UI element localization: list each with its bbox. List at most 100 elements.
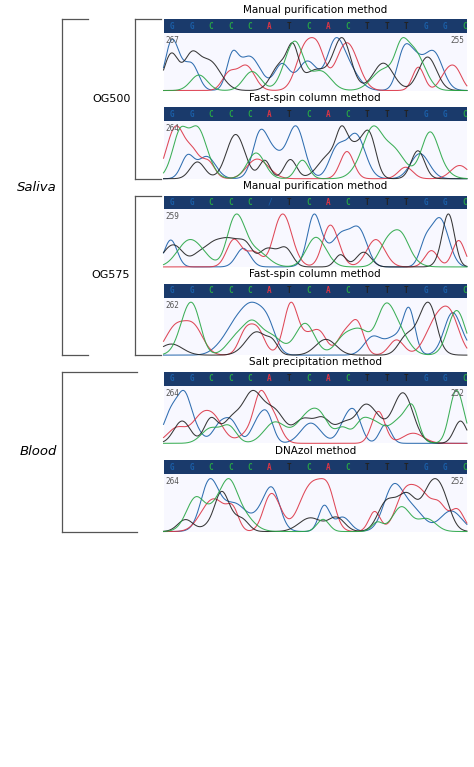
Bar [164,107,467,121]
Text: G: G [189,374,194,384]
Text: C: C [345,463,350,472]
Text: C: C [248,110,252,119]
Text: C: C [209,463,213,472]
Text: G: G [189,463,194,472]
Text: C: C [248,286,252,295]
Text: C: C [228,21,233,31]
Text: T: T [287,286,292,295]
Text: 264: 264 [166,124,180,133]
Text: C: C [306,198,311,207]
Text: G: G [170,374,174,384]
Text: A: A [326,286,330,295]
Text: C: C [248,463,252,472]
Text: C: C [209,110,213,119]
Text: G: G [423,21,428,31]
Text: G: G [423,463,428,472]
Text: Blood: Blood [19,446,57,458]
Text: G: G [170,463,174,472]
Text: G: G [443,21,447,31]
Text: G: G [189,286,194,295]
Text: G: G [443,198,447,207]
Text: C: C [248,198,252,207]
Bar [164,284,467,298]
Text: T: T [365,198,369,207]
Text: G: G [170,21,174,31]
Text: A: A [326,198,330,207]
Text: C: C [462,21,467,31]
Text: C: C [209,374,213,384]
Text: T: T [384,110,389,119]
Text: G: G [423,110,428,119]
Bar [164,474,467,532]
Text: A: A [326,21,330,31]
Text: Fast-spin column method: Fast-spin column method [249,93,381,103]
Text: C: C [306,463,311,472]
Text: G: G [189,198,194,207]
Text: C: C [209,21,213,31]
Text: C: C [209,198,213,207]
Text: T: T [404,110,408,119]
Text: G: G [423,374,428,384]
Text: T: T [404,21,408,31]
Text: C: C [462,198,467,207]
Text: C: C [248,374,252,384]
Text: C: C [228,110,233,119]
Text: G: G [423,286,428,295]
Bar [164,33,467,91]
Text: G: G [423,198,428,207]
Text: A: A [326,374,330,384]
Text: C: C [462,286,467,295]
Text: Salt precipitation method: Salt precipitation method [249,357,382,367]
Text: C: C [228,198,233,207]
Text: T: T [365,374,369,384]
Text: 264: 264 [166,389,180,398]
Bar [164,121,467,179]
Text: DNAzol method: DNAzol method [274,446,356,456]
Text: G: G [443,463,447,472]
Text: C: C [306,374,311,384]
Text: C: C [209,286,213,295]
Text: C: C [306,110,311,119]
Text: 252: 252 [451,389,465,398]
Text: T: T [384,286,389,295]
Text: T: T [365,286,369,295]
Text: T: T [365,21,369,31]
Text: C: C [345,374,350,384]
Text: T: T [384,374,389,384]
Text: Saliva: Saliva [17,181,57,193]
Text: C: C [345,198,350,207]
Text: 252: 252 [451,477,465,486]
Text: T: T [384,198,389,207]
Text: OG500: OG500 [92,94,130,104]
Text: A: A [267,463,272,472]
Text: T: T [287,198,292,207]
Text: G: G [443,374,447,384]
Text: T: T [287,463,292,472]
Text: C: C [345,110,350,119]
Text: G: G [170,110,174,119]
Text: T: T [287,374,292,384]
Text: T: T [404,286,408,295]
Text: C: C [345,21,350,31]
Text: G: G [170,286,174,295]
Text: A: A [326,110,330,119]
Text: 264: 264 [166,477,180,486]
Text: T: T [287,110,292,119]
Text: C: C [228,463,233,472]
Text: T: T [404,463,408,472]
Text: Manual purification method: Manual purification method [243,181,387,191]
Text: OG575: OG575 [92,270,130,281]
Text: /: / [267,198,272,207]
Text: G: G [443,286,447,295]
Text: A: A [326,463,330,472]
Text: C: C [462,110,467,119]
Text: C: C [462,463,467,472]
Text: C: C [345,286,350,295]
Bar [164,19,467,33]
Bar [164,372,467,386]
Text: T: T [384,21,389,31]
Text: C: C [248,21,252,31]
Text: T: T [287,21,292,31]
Text: C: C [306,21,311,31]
Text: A: A [267,110,272,119]
